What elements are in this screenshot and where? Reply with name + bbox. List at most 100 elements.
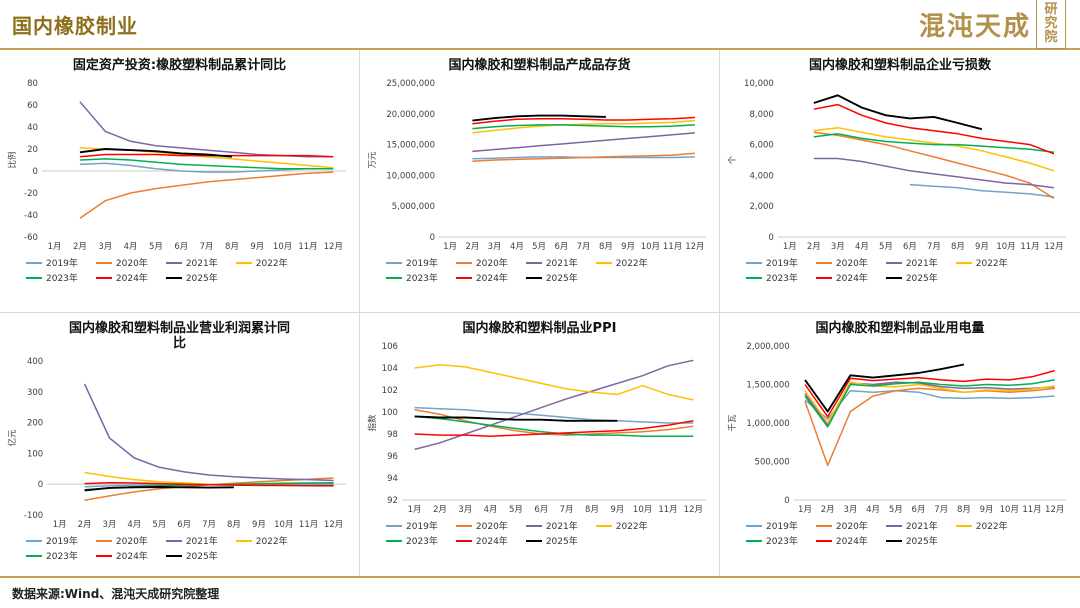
panel-loss-making-enterprises: 国内橡胶和塑料制品企业亏损数 0 2,000 4,000 6,000 8,000 10,0… xyxy=(720,50,1080,313)
y-tick-label: 25,000,000 xyxy=(386,79,435,89)
series-line-2022年 xyxy=(813,126,1055,172)
x-tick-label: 6月 xyxy=(177,520,191,530)
x-tick-label: 10月 xyxy=(996,242,1015,252)
legend-item-2024年: 2024年 xyxy=(95,549,148,562)
legend-item-2025年: 2025年 xyxy=(885,271,938,284)
x-tick-label: 5月 xyxy=(152,520,166,530)
legend-row: 2023年 2024年 2025年 xyxy=(386,270,715,285)
legend-swatch xyxy=(95,261,112,264)
series-line-2021年 xyxy=(78,101,333,158)
chart-legend: 2019年 2020年 2021年 2022年 2023年 2024年 2025年 xyxy=(364,518,715,548)
x-tick-label: 8月 xyxy=(957,505,971,515)
x-tick-label: 1月 xyxy=(47,242,61,252)
y-tick-label: 100 xyxy=(381,408,397,418)
series-line-2022年 xyxy=(804,381,1055,424)
x-tick-label: 8月 xyxy=(585,505,599,515)
y-tick-label: 15,000,000 xyxy=(386,141,435,151)
x-tick-label: 1月 xyxy=(443,242,457,252)
legend-item-2019年: 2019年 xyxy=(746,519,798,532)
legend-label: 2024年 xyxy=(835,274,868,284)
legend-item-2022年: 2022年 xyxy=(955,256,1008,269)
legend-item-2025年: 2025年 xyxy=(525,534,578,547)
x-tick-label: 12月 xyxy=(323,242,342,252)
y-tick-label: 10,000,000 xyxy=(386,171,435,181)
legend-item-2023年: 2023年 xyxy=(746,534,798,547)
legend-item-2021年: 2021年 xyxy=(165,534,218,547)
y-tick-label: 104 xyxy=(381,364,397,374)
y-tick-label: 8,000 xyxy=(749,110,773,120)
series-line-2021年 xyxy=(813,157,1055,189)
legend-swatch xyxy=(235,261,252,264)
legend-item-2023年: 2023年 xyxy=(386,534,438,547)
chart-title: 国内橡胶和塑料制品业用电量 xyxy=(815,321,985,336)
chart-legend: 2019年 2020年 2021年 2022年 2023年 2024年 2025年 xyxy=(364,255,715,285)
legend-swatch xyxy=(885,539,902,542)
x-tick-label: 2月 xyxy=(465,242,479,252)
series-line-2019年 xyxy=(909,183,1055,198)
legend-label: 2019年 xyxy=(406,522,438,532)
legend-item-2020年: 2020年 xyxy=(815,519,868,532)
series-line-2024年 xyxy=(471,116,695,125)
y-tick-label: -20 xyxy=(24,189,38,199)
x-tick-label: 9月 xyxy=(975,242,989,252)
legend-label: 2024年 xyxy=(115,552,148,562)
legend-swatch xyxy=(885,261,902,264)
x-tick-label: 7月 xyxy=(934,505,948,515)
legend-label: 2020年 xyxy=(475,522,508,532)
chart-canvas-ppi: 92 94 96 98 100 102 104 106 1月 2月 3月 4月 5月 6月 7月 8月 9月 10… xyxy=(367,342,706,515)
series-line-2024年 xyxy=(84,481,334,487)
legend-item-2021年: 2021年 xyxy=(165,256,218,269)
logo-text: 混沌天成 xyxy=(918,11,1031,42)
y-tick-label: 60 xyxy=(27,101,38,111)
legend-label: 2021年 xyxy=(905,522,938,532)
legend-row: 2019年 2020年 2021年 2022年 xyxy=(746,518,1076,533)
y-tick-label: 0 xyxy=(32,167,37,177)
x-tick-label: 12月 xyxy=(685,242,704,252)
chart-title: 固定资产投资:橡胶塑料制品累计同比 xyxy=(72,58,287,73)
y-tick-label: 10,000 xyxy=(744,79,774,89)
legend-label: 2023年 xyxy=(46,274,78,284)
y-tick-label: 20 xyxy=(27,145,38,155)
x-tick-label: 4月 xyxy=(483,505,497,515)
legend-swatch xyxy=(746,276,762,279)
y-tick-label: 6,000 xyxy=(749,141,773,151)
chart-legend: 2019年 2020年 2021年 2022年 2023年 2024年 2025年 xyxy=(4,255,355,285)
legend-label: 2022年 xyxy=(615,522,648,532)
panel-fixed-asset-investment: 固定资产投资:橡胶塑料制品累计同比 -60 -40 -20 0 20 40 60 80 1月 2月… xyxy=(0,50,360,313)
y-tick-label: 98 xyxy=(387,430,398,440)
y-tick-label: 5,000,000 xyxy=(391,202,434,212)
series-line-2024年 xyxy=(79,153,333,158)
legend-item-2021年: 2021年 xyxy=(525,519,578,532)
x-tick-label: 10月 xyxy=(632,505,651,515)
x-tick-label: 9月 xyxy=(250,242,264,252)
series-line-2025年 xyxy=(804,363,965,413)
series-line-2023年 xyxy=(79,158,333,170)
x-tick-label: 3月 xyxy=(102,520,116,530)
y-tick-label: -100 xyxy=(23,511,42,521)
x-tick-label: 8月 xyxy=(951,242,965,252)
y-tick-label: 96 xyxy=(387,452,398,462)
legend-label: 2020年 xyxy=(115,537,148,547)
logo-seal: 研究院 xyxy=(1036,0,1066,49)
x-tick-label: 4月 xyxy=(509,242,523,252)
legend-item-2020年: 2020年 xyxy=(815,256,868,269)
legend-swatch xyxy=(595,524,612,527)
data-source-text: 数据来源:Wind、混沌天成研究院整理 xyxy=(12,586,220,601)
legend-swatch xyxy=(525,276,542,279)
chart-canvas-operating-profit-yoy: -100 0 100 200 300 400 1月 2月 3月 4月 5月 6月 7月 8月 9月 10月 11… xyxy=(7,357,346,530)
series-line-2025年 xyxy=(79,148,232,158)
chart-canvas-fixed-asset-investment: -60 -40 -20 0 20 40 60 80 1月 2月 3月 4月 5月 6月 7月 8月 9月 10月 1… xyxy=(7,79,346,252)
y-tick-label: 300 xyxy=(26,388,42,398)
x-tick-label: 8月 xyxy=(225,242,239,252)
legend-swatch xyxy=(885,276,902,279)
legend-label: 2025年 xyxy=(905,537,938,547)
series-line-2020年 xyxy=(83,477,334,501)
legend-swatch xyxy=(746,261,762,264)
legend-swatch xyxy=(26,261,42,264)
series-line-2024年 xyxy=(813,103,1055,155)
series-line-2020年 xyxy=(413,409,693,436)
x-tick-label: 11月 xyxy=(298,242,317,252)
legend-item-2022年: 2022年 xyxy=(235,256,288,269)
legend-item-2022年: 2022年 xyxy=(955,519,1008,532)
chart-canvas-finished-goods-inventory: 0 5,000,000 10,000,000 15,000,000 20,000,000… xyxy=(368,79,706,252)
